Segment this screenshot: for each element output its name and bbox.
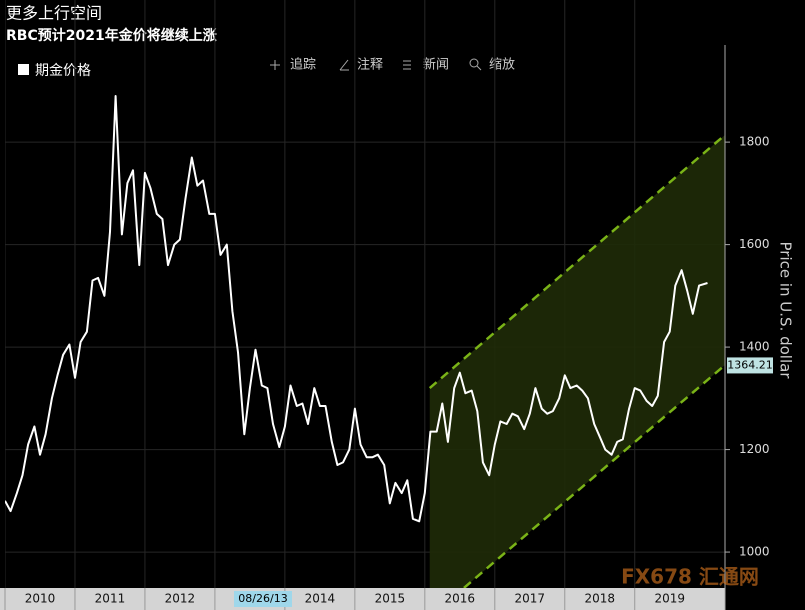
cursor-label: 08/26/13 xyxy=(238,592,287,605)
x-tick-label: 2016 xyxy=(445,592,476,606)
y-axis-label: Price in U.S. dollar xyxy=(777,242,795,380)
plot xyxy=(5,0,725,588)
y-tick-label: 1800 xyxy=(739,135,770,149)
title: 更多上行空间 xyxy=(6,4,102,23)
button-label[interactable]: 追踪 xyxy=(290,57,316,73)
cursor-tag xyxy=(234,591,292,607)
x-tick-label: 2017 xyxy=(515,592,546,606)
legend-label: 期金价格 xyxy=(35,63,91,79)
button-label[interactable]: 新闻 xyxy=(423,57,449,73)
annotate-button[interactable]: 注释 xyxy=(339,58,383,73)
y-tick-label: 1000 xyxy=(739,545,770,559)
y-tick-label: 1400 xyxy=(739,340,770,354)
button-label[interactable]: 注释 xyxy=(357,58,383,73)
last-value-tag xyxy=(727,357,773,374)
button-label[interactable]: 缩放 xyxy=(489,57,515,73)
channel-upper xyxy=(428,133,725,390)
x-tick-label: 2018 xyxy=(584,592,615,606)
channel-lower xyxy=(461,364,725,588)
track-button[interactable]: 追踪 xyxy=(270,57,316,73)
news-button[interactable]: 新闻 xyxy=(403,57,449,73)
toolbar: 追踪 注释 新闻 缩放 xyxy=(270,57,515,73)
x-tick-label: 2011 xyxy=(95,592,126,606)
zoom-button[interactable]: 缩放 xyxy=(469,57,515,73)
price-line xyxy=(5,95,708,523)
channel-area xyxy=(429,134,725,588)
x-tick-label: 2015 xyxy=(375,592,406,606)
legend-swatch xyxy=(18,64,29,75)
watermark: FX678 汇通网 xyxy=(621,565,759,589)
x-tick-label: 2012 xyxy=(165,592,196,606)
x-tick-label: 2019 xyxy=(654,592,685,606)
x-tick-label: 2010 xyxy=(25,592,56,606)
subtitle: RBC预计2021年金价将继续上涨 xyxy=(6,27,217,44)
last-value-label: 1364.21 xyxy=(727,358,773,371)
y-tick-label: 1200 xyxy=(739,442,770,456)
x-axis-band xyxy=(0,588,725,610)
y-tick-label: 1600 xyxy=(739,237,770,251)
x-tick-label: 2014 xyxy=(305,592,336,606)
